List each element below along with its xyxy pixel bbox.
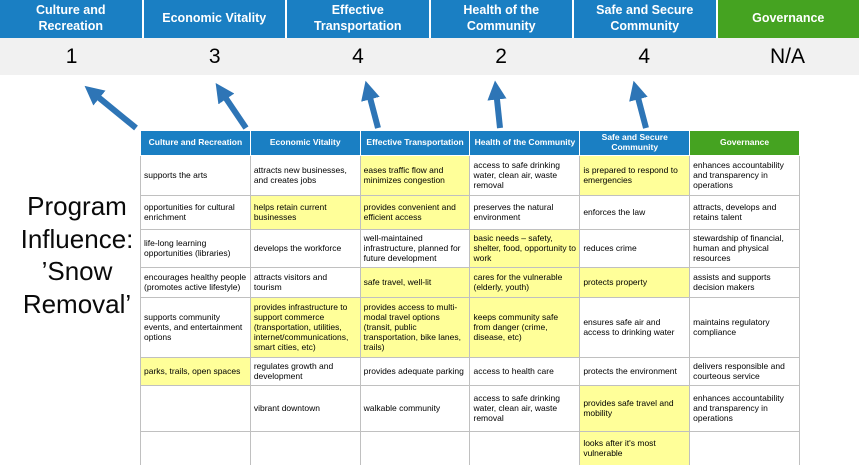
category-header-economic-vitality: Economic Vitality bbox=[143, 0, 287, 38]
matrix-cell-7-5 bbox=[689, 430, 800, 465]
matrix-cell-5-1: regulates growth and development bbox=[249, 356, 361, 386]
category-header-safe-and-secure-community: Safe and Secure Community bbox=[574, 0, 718, 38]
up-arrow-icon bbox=[361, 80, 381, 129]
matrix-cell-3-1: attracts visitors and tourism bbox=[249, 266, 361, 298]
score-value-health-of-the-community: 2 bbox=[495, 44, 507, 68]
matrix-cell-4-3: keeps community safe from danger (crime,… bbox=[469, 296, 581, 358]
matrix-cell-4-0: supports community events, and entertain… bbox=[140, 296, 251, 358]
influence-matrix: Culture and Recreation Economic Vitality E… bbox=[140, 130, 800, 465]
matrix-cell-1-4: enforces the law bbox=[579, 194, 691, 230]
score-arrows bbox=[84, 80, 649, 131]
matrix-row-2: life-long learning opportunities (librar… bbox=[140, 228, 800, 268]
category-header-row: Culture and Recreation Economic Vitality E… bbox=[0, 0, 859, 38]
matrix-row-3: encourages healthy people (promotes acti… bbox=[140, 266, 800, 298]
matrix-cell-1-0: opportunities for cultural enrichment bbox=[140, 194, 251, 230]
matrix-cell-2-2: well-maintained infrastructure, planned … bbox=[359, 228, 471, 268]
matrix-cell-7-2 bbox=[359, 430, 471, 465]
category-header-culture-and-recreation: Culture and Recreation bbox=[0, 0, 144, 38]
matrix-cell-0-1: attracts new businesses, and creates job… bbox=[249, 154, 361, 196]
matrix-cell-7-1 bbox=[249, 430, 361, 465]
matrix-cell-0-3: access to safe drinking water, clean air… bbox=[469, 154, 581, 196]
matrix-cell-6-3: access to safe drinking water, clean air… bbox=[469, 384, 581, 432]
score-value-effective-transportation: 4 bbox=[352, 44, 364, 68]
matrix-cell-5-2: provides adequate parking bbox=[359, 356, 471, 386]
matrix-cell-5-4: protects the environment bbox=[579, 356, 691, 386]
matrix-cell-3-5: assists and supports decision makers bbox=[689, 266, 800, 298]
matrix-cell-2-5: stewardship of financial, human and phys… bbox=[689, 228, 800, 268]
up-arrow-icon bbox=[84, 85, 138, 131]
matrix-cell-2-3: basic needs – safety, shelter, food, opp… bbox=[469, 228, 581, 268]
matrix-cell-2-0: life-long learning opportunities (librar… bbox=[140, 228, 251, 268]
score-row: 1 3 4 2 4 N/A bbox=[0, 38, 859, 75]
matrix-body: supports the arts attracts new businesses… bbox=[140, 154, 800, 465]
matrix-cell-4-5: maintains regulatory compliance bbox=[689, 296, 800, 358]
matrix-cell-5-5: delivers responsible and courteous servi… bbox=[689, 356, 800, 386]
matrix-row-7: looks after it's most vulnerable bbox=[140, 430, 800, 465]
matrix-cell-4-1: provides infrastructure to support comme… bbox=[249, 296, 361, 358]
matrix-cell-0-4: is prepared to respond to emergencies bbox=[579, 154, 691, 196]
matrix-cell-1-2: provides convenient and efficient access bbox=[359, 194, 471, 230]
matrix-header-row: Culture and Recreation Economic Vitality E… bbox=[140, 130, 800, 156]
matrix-cell-7-3 bbox=[469, 430, 581, 465]
matrix-cell-6-4: provides safe travel and mobility bbox=[579, 384, 691, 432]
matrix-row-1: opportunities for cultural enrichment hel… bbox=[140, 194, 800, 230]
matrix-cell-5-3: access to health care bbox=[469, 356, 581, 386]
matrix-cell-2-4: reduces crime bbox=[579, 228, 691, 268]
up-arrow-icon bbox=[629, 80, 649, 129]
matrix-cell-5-0: parks, trails, open spaces bbox=[140, 356, 251, 386]
matrix-cell-0-0: supports the arts bbox=[140, 154, 251, 196]
up-arrow-icon bbox=[487, 80, 507, 129]
matrix-cell-1-1: helps retain current businesses bbox=[249, 194, 361, 230]
score-value-governance: N/A bbox=[769, 44, 805, 68]
matrix-cell-1-3: preserves the natural environment bbox=[469, 194, 581, 230]
category-header-effective-transportation: Effective Transportation bbox=[287, 0, 431, 38]
matrix-cell-3-4: protects property bbox=[579, 266, 691, 298]
matrix-cell-0-5: enhances accountability and transparency… bbox=[689, 154, 800, 196]
matrix-cell-7-4: looks after it's most vulnerable bbox=[579, 430, 691, 465]
matrix-cell-4-4: ensures safe air and access to drinking … bbox=[579, 296, 691, 358]
matrix-cell-4-2: provides access to multi-modal travel op… bbox=[359, 296, 471, 358]
matrix-cell-7-0 bbox=[140, 430, 251, 465]
matrix-cell-1-5: attracts, develops and retains talent bbox=[689, 194, 800, 230]
matrix-header-culture-and-recreation: Culture and Recreation bbox=[140, 130, 251, 156]
up-arrow-icon bbox=[215, 83, 249, 130]
matrix-cell-6-2: walkable community bbox=[359, 384, 471, 432]
matrix-header-effective-transportation: Effective Transportation bbox=[359, 130, 471, 156]
score-value-safe-and-secure-community: 4 bbox=[638, 44, 651, 68]
matrix-row-5: parks, trails, open spaces regulates grow… bbox=[140, 356, 800, 386]
matrix-cell-6-5: enhances accountability and transparency… bbox=[689, 384, 800, 432]
matrix-row-4: supports community events, and entertain… bbox=[140, 296, 800, 358]
category-header-governance: Governance bbox=[717, 0, 859, 38]
matrix-header-economic-vitality: Economic Vitality bbox=[249, 130, 361, 156]
matrix-header-health-of-the-community: Health of the Community bbox=[469, 130, 581, 156]
matrix-cell-3-2: safe travel, well-lit bbox=[359, 266, 471, 298]
matrix-cell-3-0: encourages healthy people (promotes acti… bbox=[140, 266, 251, 298]
matrix-header-safe-and-secure-community: Safe and Secure Community bbox=[579, 130, 691, 156]
matrix-row-0: supports the arts attracts new businesses… bbox=[140, 154, 800, 196]
matrix-cell-2-1: develops the workforce bbox=[249, 228, 361, 268]
page-title: Program Influence: ’Snow Removal’ bbox=[20, 191, 134, 319]
matrix-cell-6-0 bbox=[140, 384, 251, 432]
matrix-row-6: vibrant downtown walkable community access… bbox=[140, 384, 800, 432]
matrix-cell-3-3: cares for the vulnerable (elderly, youth… bbox=[469, 266, 581, 298]
category-header-health-of-the-community: Health of the Community bbox=[430, 0, 574, 38]
score-value-culture-and-recreation: 1 bbox=[65, 44, 78, 68]
matrix-cell-6-1: vibrant downtown bbox=[249, 384, 361, 432]
score-value-economic-vitality: 3 bbox=[208, 44, 221, 68]
matrix-header-governance: Governance bbox=[689, 130, 800, 156]
matrix-cell-0-2: eases traffic flow and minimizes congest… bbox=[359, 154, 471, 196]
